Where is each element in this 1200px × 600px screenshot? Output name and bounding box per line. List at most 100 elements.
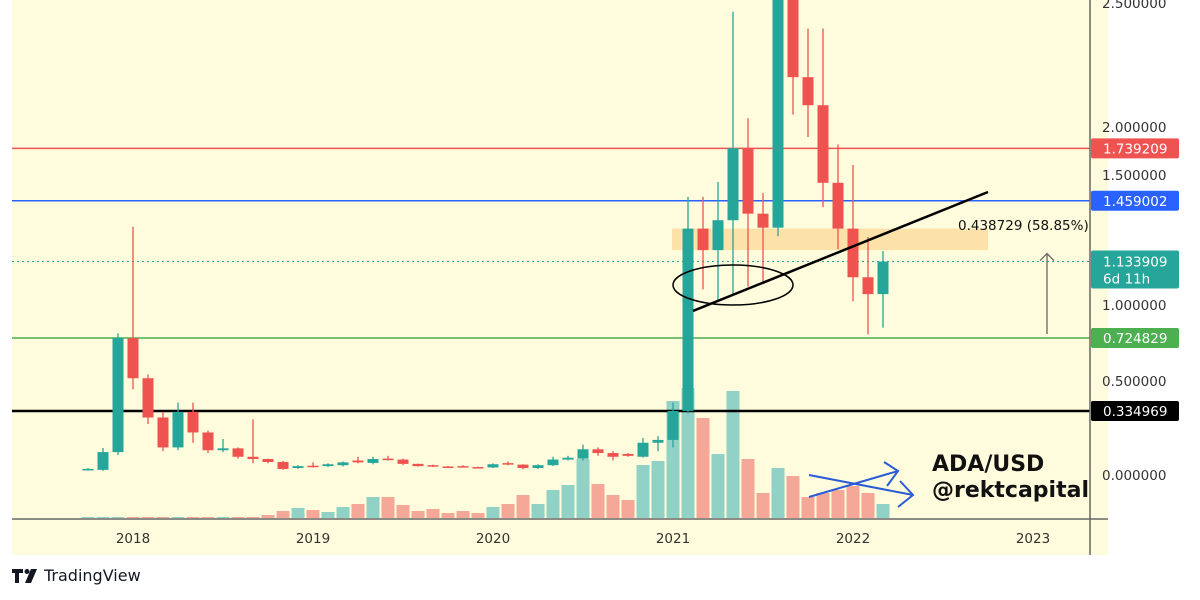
price-badge	[1091, 328, 1179, 349]
candle-body	[427, 465, 439, 467]
volume-bar	[291, 508, 305, 518]
volume-layer	[81, 388, 890, 518]
candle-body	[97, 452, 109, 470]
volume-bar	[336, 507, 350, 518]
candle-body	[532, 465, 544, 468]
volume-bar	[531, 504, 545, 518]
volume-bar	[261, 515, 275, 518]
tradingview-logo-icon	[12, 568, 37, 583]
volume-bar	[726, 391, 740, 518]
volume-bar	[621, 500, 635, 518]
volume-bar	[141, 517, 155, 518]
volume-bar	[171, 517, 185, 518]
volume-bar	[276, 511, 290, 518]
candle-body	[337, 462, 349, 466]
candle-body	[757, 213, 769, 228]
annotation-symbol: ADA/USD	[932, 452, 1044, 477]
drawing-layer	[672, 190, 1055, 508]
price-badge	[1091, 190, 1179, 211]
volume-bar	[156, 517, 170, 518]
volume-bar	[126, 517, 140, 518]
level-layer	[12, 147, 1090, 413]
price-badge-label: 0.334969	[1103, 404, 1167, 420]
volume-bar	[516, 495, 530, 518]
candle-body	[622, 453, 634, 456]
price-tick-label: 2.000000	[1102, 120, 1166, 136]
volume-bar	[246, 517, 260, 518]
candle-body	[487, 464, 499, 468]
volume-bar	[801, 497, 815, 518]
candle-body	[667, 410, 679, 440]
volume-bar	[846, 486, 860, 518]
candle-body	[112, 338, 124, 453]
volume-bar	[366, 497, 380, 518]
candle-body	[727, 148, 739, 221]
candle-body	[517, 464, 529, 468]
candle-body	[322, 464, 334, 467]
candle-body	[217, 448, 229, 451]
tradingview-logo[interactable]: TradingView	[12, 566, 141, 585]
volume-bar	[591, 484, 605, 518]
price-tick-label: 1.500000	[1102, 168, 1166, 184]
current-price-badge	[1091, 250, 1179, 289]
chart-background	[12, 0, 1108, 555]
candle-body	[592, 449, 604, 454]
volume-bar	[831, 490, 845, 518]
volume-bar	[501, 504, 515, 518]
candle-body	[547, 459, 559, 466]
resistance-zone	[672, 228, 988, 251]
candle-body	[202, 432, 214, 451]
candle-body	[802, 77, 814, 106]
candle-body	[382, 458, 394, 461]
volume-bar	[786, 476, 800, 518]
time-tick-label: 2022	[836, 531, 870, 547]
volume-bar	[456, 511, 470, 518]
time-tick-label: 2021	[656, 531, 690, 547]
volume-bar	[351, 504, 365, 518]
volume-bar	[876, 504, 890, 518]
current-price-label: 1.133909	[1103, 255, 1167, 271]
candle-body	[607, 453, 619, 457]
price-badge-label: 1.459002	[1103, 194, 1167, 210]
volume-bar	[321, 512, 335, 518]
candle-body	[292, 466, 304, 468]
volume-bar	[81, 517, 95, 518]
volume-bar	[681, 388, 695, 518]
volume-bar	[216, 517, 230, 518]
volume-bar	[201, 517, 215, 518]
volume-down-arrow	[808, 474, 914, 496]
candle-body	[397, 459, 409, 464]
highlight-ellipse	[672, 264, 794, 306]
price-badge-label: 1.739209	[1103, 141, 1167, 157]
candle-body	[697, 228, 709, 251]
volume-bar	[861, 493, 875, 518]
volume-bar	[546, 490, 560, 518]
candle-body	[862, 277, 874, 295]
measure-arrow-head	[1039, 252, 1055, 262]
volume-bar	[411, 511, 425, 518]
candle-body	[82, 468, 94, 471]
volume-down-arrow-head	[897, 480, 915, 508]
candle-body	[457, 466, 469, 468]
annotation-author: @rektcapital	[932, 478, 1089, 503]
volume-bar	[561, 485, 575, 518]
volume-bar	[606, 495, 620, 518]
volume-bar	[306, 510, 320, 518]
trendline	[692, 190, 989, 313]
time-axis[interactable]: 2018 2019 2020 2021 2022 2023	[116, 531, 1050, 547]
price-axis[interactable]: 2.500000 2.000000 1.500000 1.000000 0.500000…	[1102, 0, 1166, 484]
time-tick-label: 2020	[476, 531, 510, 547]
volume-bar	[756, 493, 770, 518]
candle-layer	[82, 0, 889, 471]
candle-body	[412, 463, 424, 467]
candle-body	[772, 0, 784, 228]
volume-bar	[651, 461, 665, 518]
candle-body	[187, 411, 199, 433]
volume-bar	[771, 468, 785, 518]
volume-up-arrow-head	[883, 461, 900, 487]
price-badge-label: 0.724829	[1103, 331, 1167, 347]
volume-bar	[441, 513, 455, 518]
zone-layer	[672, 228, 988, 251]
candle-body	[127, 338, 139, 379]
